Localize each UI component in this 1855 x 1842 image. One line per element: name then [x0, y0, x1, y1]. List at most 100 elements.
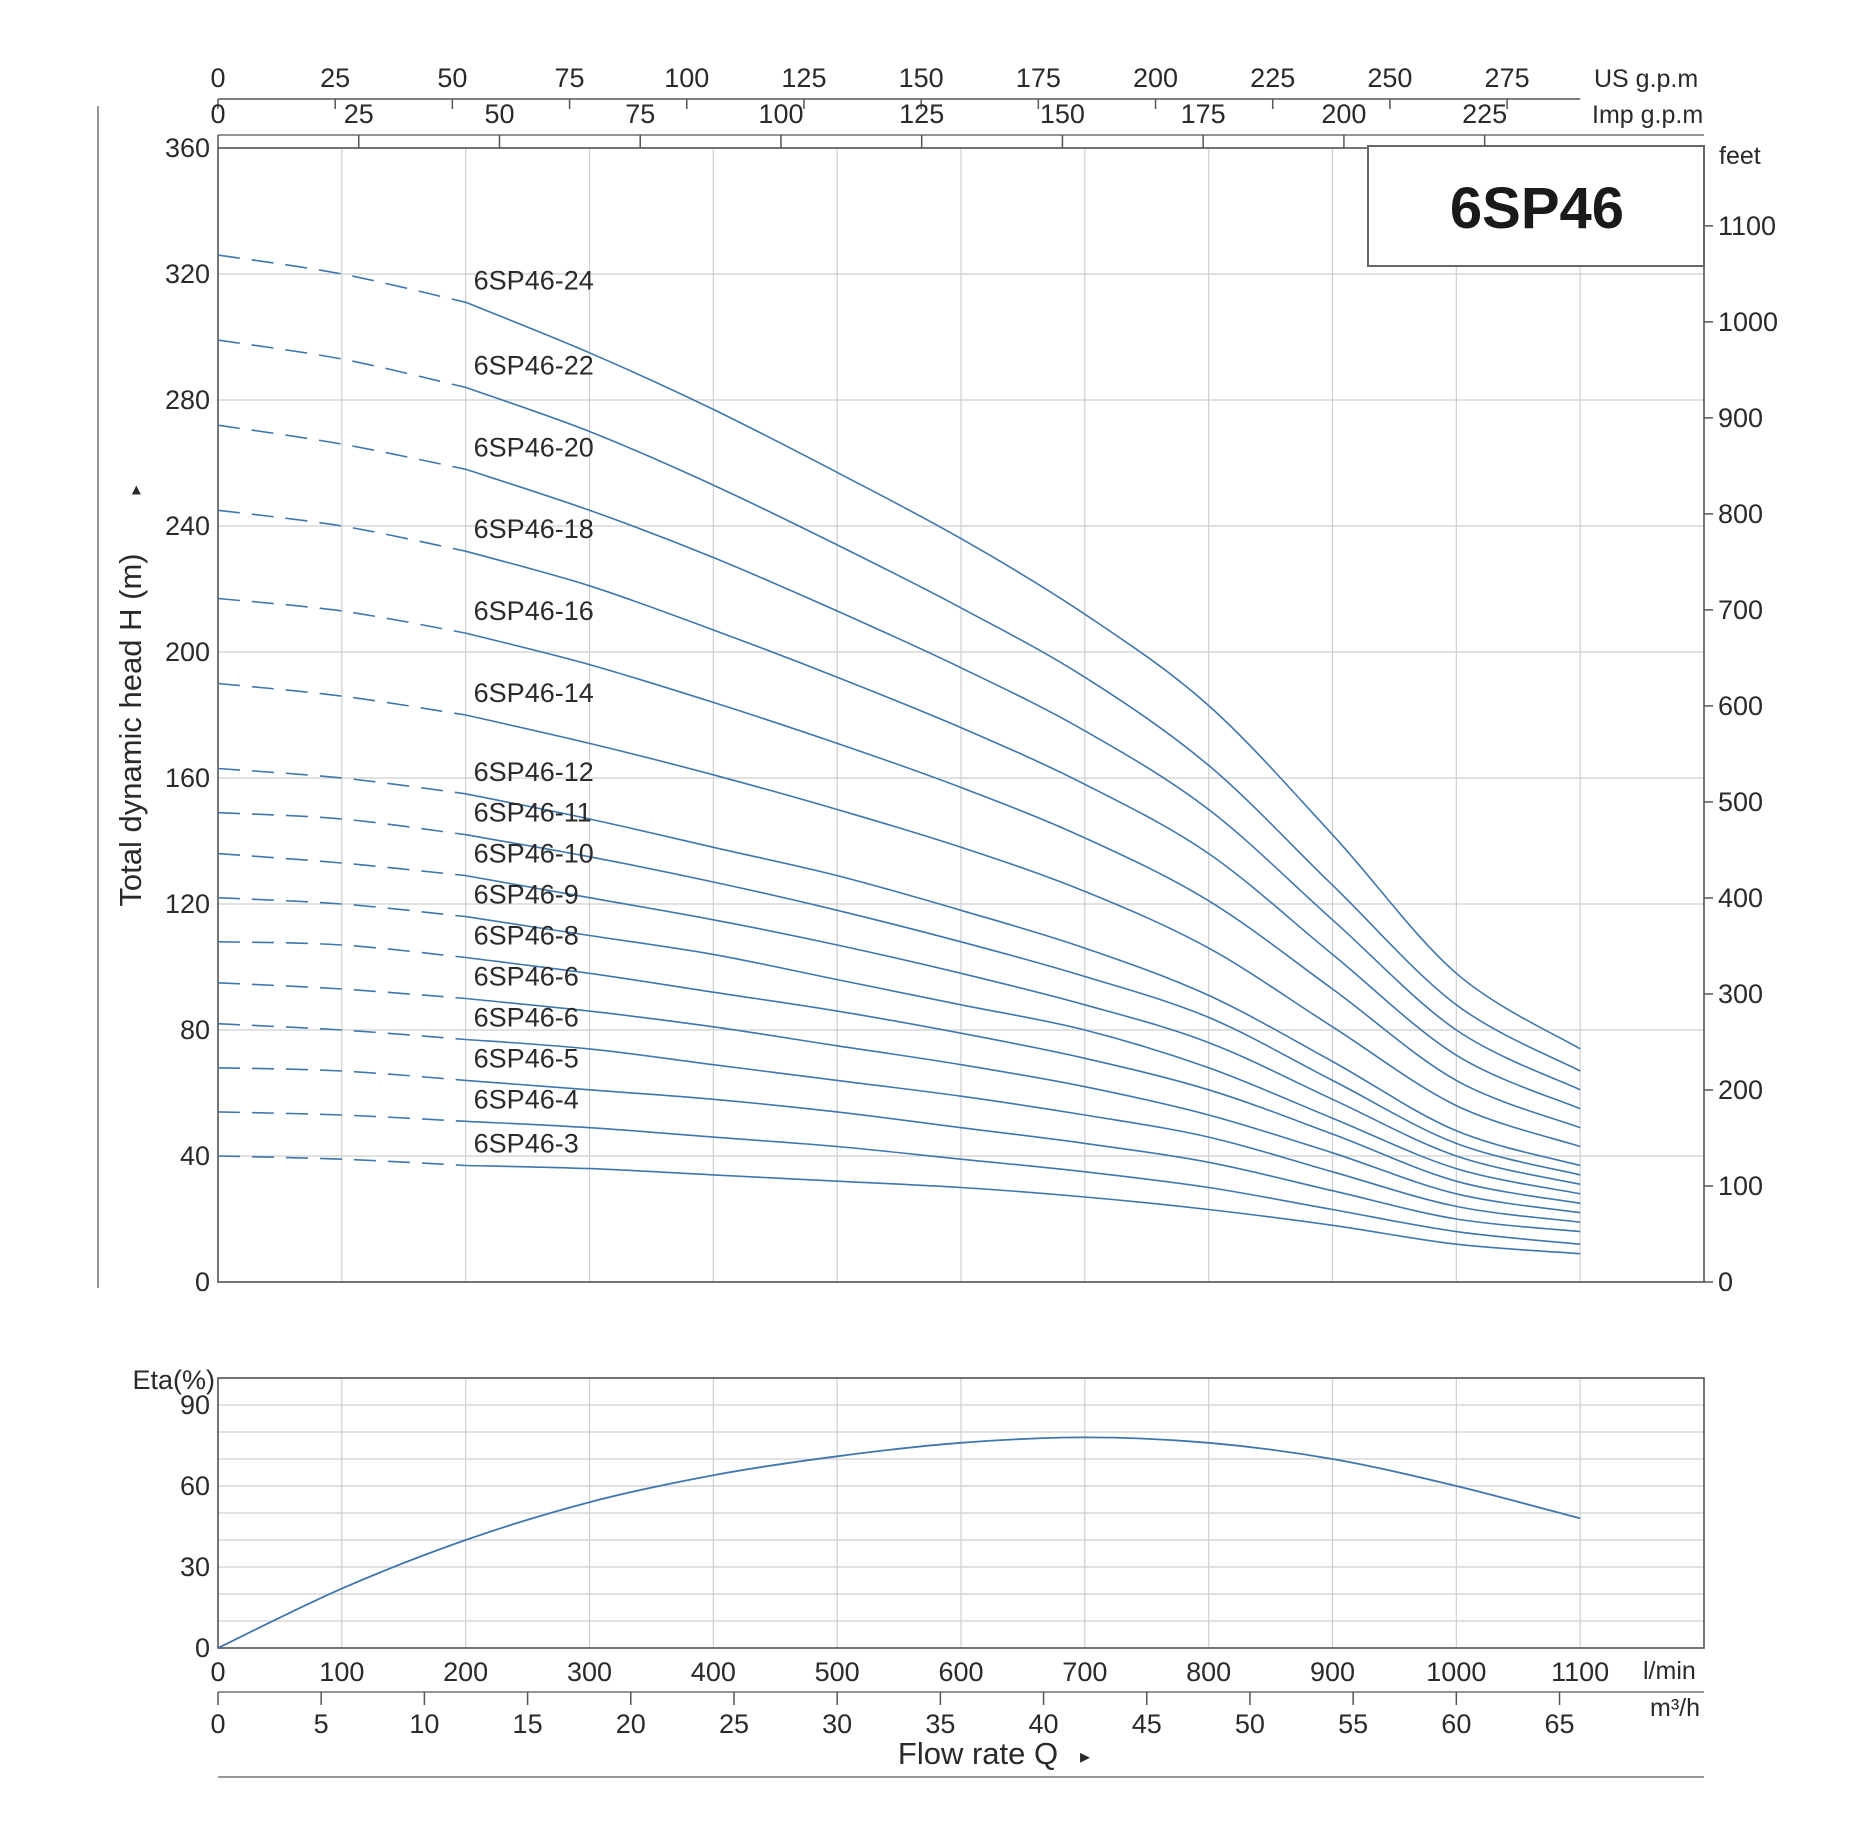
head-curve	[465, 793, 1581, 1167]
us-gpm-tick-label: 75	[555, 63, 585, 93]
head-curve-dashed	[217, 1111, 466, 1123]
head-curve	[465, 997, 1581, 1214]
efficiency-grid	[217, 1377, 1705, 1649]
head-curve-dashed	[217, 1022, 466, 1041]
feet-tick-label: 300	[1718, 979, 1763, 1009]
curve-label: 6SP46-24	[474, 265, 594, 295]
us-gpm-tick-label: 25	[320, 63, 350, 93]
head-curve	[465, 301, 1581, 1050]
y-tick-label: 120	[165, 889, 210, 919]
imp-gpm-unit-label: Imp g.p.m	[1592, 101, 1703, 129]
head-curve-dashed	[217, 767, 466, 795]
m3h-tick-label: 55	[1338, 1709, 1368, 1739]
head-curve	[465, 833, 1581, 1176]
curve-label: 6SP46-6	[474, 962, 579, 992]
model-title-box	[1367, 145, 1705, 267]
head-curve	[465, 1038, 1581, 1223]
feet-tick-label: 100	[1718, 1171, 1763, 1201]
feet-tick-label: 500	[1718, 787, 1763, 817]
curve-label: 6SP46-6	[474, 1002, 579, 1032]
curve-label: 6SP46-20	[474, 432, 594, 462]
feet-tick-label: 400	[1718, 883, 1763, 913]
imp-gpm-tick-label: 125	[899, 99, 944, 129]
lpm-tick-label: 800	[1186, 1657, 1231, 1687]
y-axis-title-arrow: ▸	[125, 485, 145, 494]
head-curve-dashed	[217, 896, 466, 918]
feet-tick-label: 900	[1718, 403, 1763, 433]
head-curve	[465, 468, 1581, 1091]
head-curve	[465, 1079, 1581, 1233]
us-gpm-tick-label: 0	[210, 63, 225, 93]
y-tick-label: 240	[165, 511, 210, 541]
feet-tick-label: 0	[1718, 1267, 1733, 1297]
lpm-tick-label: 900	[1310, 1657, 1355, 1687]
curve-label: 6SP46-10	[474, 839, 594, 869]
us-gpm-tick-label: 150	[899, 63, 944, 93]
m3h-tick-label: 30	[822, 1709, 852, 1739]
us-gpm-tick-label: 50	[437, 63, 467, 93]
lpm-tick-label: 200	[443, 1657, 488, 1687]
lpm-tick-label: 500	[815, 1657, 860, 1687]
us-gpm-tick-label: 275	[1485, 63, 1530, 93]
head-plot-frame	[217, 147, 1705, 1283]
m3h-tick-label: 0	[210, 1709, 225, 1739]
efficiency-axes: 0 30 60 90	[180, 1377, 1705, 1663]
us-gpm-tick-label: 250	[1367, 63, 1412, 93]
eta-y-tick-label: 60	[180, 1471, 210, 1501]
curve-label: 6SP46-12	[474, 757, 594, 787]
m3h-tick-label: 20	[616, 1709, 646, 1739]
curve-label: 6SP46-9	[474, 880, 579, 910]
m3h-unit-label: m³/h	[1650, 1694, 1700, 1722]
eta-plot-frame	[217, 1377, 1705, 1649]
flow-axes: 0 100 200 300 400 500 600 700 800 900 1000 1100 l/mi…	[210, 1657, 1704, 1778]
y-axis-title: Total dynamic head H (m)	[113, 553, 148, 906]
feet-tick-label: 1000	[1718, 307, 1778, 337]
feet-tick-label: 700	[1718, 595, 1763, 625]
imp-gpm-tick-label: 100	[758, 99, 803, 129]
feet-tick-label: 800	[1718, 499, 1763, 529]
head-curve	[465, 956, 1581, 1205]
feet-unit-label: feet	[1719, 142, 1761, 170]
head-curve-dashed	[217, 339, 466, 389]
curve-label: 6SP46-3	[474, 1128, 579, 1158]
head-curve	[465, 1164, 1581, 1255]
curve-label: 6SP46-4	[474, 1084, 579, 1114]
lpm-unit-label: l/min	[1643, 1657, 1696, 1685]
m3h-tick-label: 15	[513, 1709, 543, 1739]
us-gpm-tick-label: 175	[1016, 63, 1061, 93]
curve-label: 6SP46-5	[474, 1043, 579, 1073]
lpm-tick-label: 0	[210, 1657, 225, 1687]
feet-tick-label: 600	[1718, 691, 1763, 721]
y-tick-label: 360	[165, 133, 210, 163]
head-curve-dashed	[217, 682, 466, 716]
head-curve-dashed	[217, 1067, 466, 1082]
head-curve-dashed	[217, 1155, 466, 1167]
head-curve	[465, 915, 1581, 1195]
imp-gpm-tick-label: 175	[1181, 99, 1226, 129]
m3h-tick-label: 10	[409, 1709, 439, 1739]
lpm-tick-label: 1000	[1426, 1657, 1486, 1687]
head-curve-dashed	[217, 254, 466, 304]
y-tick-label: 40	[180, 1141, 210, 1171]
lpm-tick-label: 1100	[1551, 1657, 1609, 1687]
x-axis-title: Flow rate Q	[898, 1736, 1058, 1771]
imp-gpm-tick-label: 50	[484, 99, 514, 129]
us-gpm-tick-label: 125	[781, 63, 826, 93]
us-gpm-tick-label: 225	[1250, 63, 1295, 93]
us-gpm-tick-label: 100	[664, 63, 709, 93]
m3h-tick-label: 45	[1132, 1709, 1162, 1739]
imp-gpm-tick-label: 225	[1462, 99, 1507, 129]
curve-label: 6SP46-16	[474, 596, 594, 626]
lpm-tick-label: 700	[1062, 1657, 1107, 1687]
head-curve	[465, 874, 1581, 1186]
efficiency-line	[217, 1436, 1581, 1649]
head-curve-dashed	[217, 811, 466, 836]
head-curve	[465, 1120, 1581, 1245]
m3h-tick-label: 25	[719, 1709, 749, 1739]
head-curves: 6SP46-24 6SP46-22 6SP46-20 6SP46-18 6SP46-16…	[217, 254, 1581, 1255]
head-curve-dashed	[217, 597, 466, 634]
head-curve-dashed	[217, 509, 466, 552]
model-title: 6SP46	[1450, 176, 1624, 241]
imp-gpm-tick-label: 150	[1040, 99, 1085, 129]
head-curve	[465, 386, 1581, 1072]
